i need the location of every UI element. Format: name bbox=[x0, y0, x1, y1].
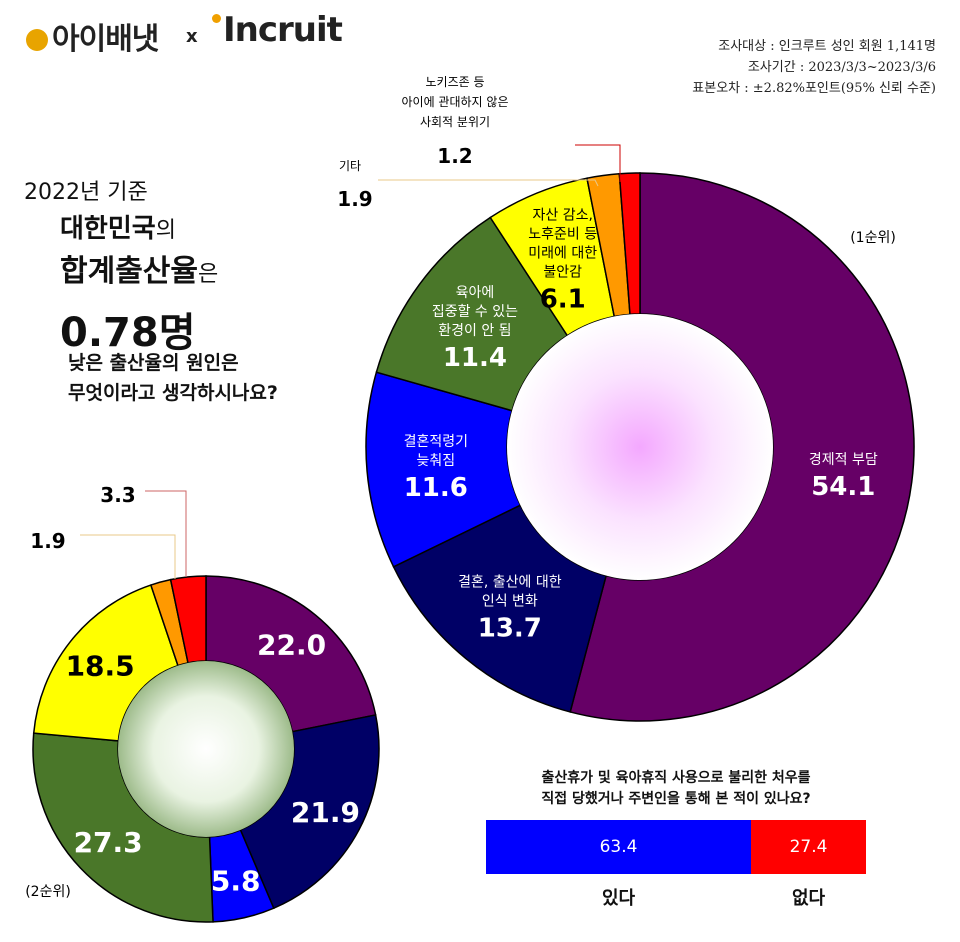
small-donut-value-2: 5.8 bbox=[211, 865, 261, 898]
callout-nokids-line2: 아이에 관대하지 않은 bbox=[402, 95, 509, 109]
logo-dot-icon bbox=[212, 14, 221, 23]
small-donut-hole bbox=[118, 661, 294, 837]
small-donut-labels: 22.0 21.9 5.8 27.3 18.5 bbox=[66, 629, 360, 898]
big-donut-value-0: 54.1 bbox=[811, 472, 875, 502]
logo-separator: x bbox=[186, 26, 198, 47]
big-donut-label-4-line-0: 자산 감소, bbox=[533, 207, 593, 223]
bar-question: 출산휴가 및 육아휴직 사용으로 불리한 처우를 직접 당했거나 주변인을 통해… bbox=[541, 770, 811, 807]
survey-info: 조사대상 : 인크루트 성인 회원 1,141명 조사기간 : 2023/3/3… bbox=[692, 36, 936, 99]
stacked-bar-chart: 63.4 있다 27.4 없다 bbox=[486, 0, 866, 942]
bar-segment-0: 63.4 bbox=[486, 820, 751, 874]
headline-year: 2022년 기준 bbox=[24, 180, 148, 205]
callout-leader-other bbox=[378, 179, 599, 187]
survey-error: 표본오차 : ±2.82%포인트(95% 신뢰 수준) bbox=[692, 81, 936, 96]
small-leader-1-9 bbox=[80, 534, 176, 579]
small-callout-1-9: 1.9 bbox=[30, 529, 65, 553]
small-donut-value-1: 21.9 bbox=[291, 796, 360, 829]
big-donut-label-4-line-3: 불안감 bbox=[543, 264, 582, 280]
big-donut-label-2-line-1: 늦춰짐 bbox=[416, 453, 455, 469]
big-donut-label-0-line-0: 경제적 부담 bbox=[809, 452, 878, 468]
small-chart-rank: (2순위) bbox=[25, 884, 71, 900]
big-donut-value-4: 6.1 bbox=[540, 284, 586, 314]
big-donut-value-3: 11.4 bbox=[443, 343, 507, 373]
small-donut-value-3: 27.3 bbox=[74, 826, 143, 859]
survey-period: 조사기간 : 2023/3/3~2023/3/6 bbox=[747, 60, 936, 75]
headline-question: 낮은 출산율의 원인은 무엇이라고 생각하시나요? bbox=[68, 352, 278, 404]
big-donut-label-3-line-1: 집중할 수 있는 bbox=[432, 304, 518, 320]
logo-mark-icon bbox=[26, 29, 48, 51]
headline-country: 대한민국의 bbox=[60, 214, 176, 244]
big-donut-label-3-line-2: 환경이 안 됨 bbox=[438, 323, 511, 339]
callout-nokids-value: 1.2 bbox=[437, 144, 472, 168]
small-leader-3-3 bbox=[145, 490, 187, 577]
iibaenet-logo: 아이배냇 bbox=[26, 14, 159, 58]
bar-segment-1: 27.4 bbox=[751, 820, 866, 874]
big-donut-hole bbox=[507, 314, 773, 580]
big-donut-label-3-line-0: 육아에 bbox=[456, 285, 495, 301]
big-donut-value-2: 11.6 bbox=[404, 473, 468, 503]
small-donut-value-0: 22.0 bbox=[257, 629, 326, 662]
big-chart-rank: (1순위) bbox=[850, 230, 896, 246]
headline-value: 0.78명 bbox=[60, 310, 196, 356]
small-callout-3-3: 3.3 bbox=[100, 483, 135, 507]
small-donut-slices bbox=[32, 575, 380, 923]
callout-nokids-line1: 노키즈존 등 bbox=[425, 75, 484, 89]
big-donut-label-4-line-1: 노후준비 등 bbox=[528, 226, 597, 242]
survey-target: 조사대상 : 인크루트 성인 회원 1,141명 bbox=[718, 39, 936, 54]
callout-other-label: 기타 bbox=[339, 159, 361, 173]
bar-category-0: 있다 bbox=[601, 888, 636, 909]
big-donut-label-2-line-0: 결혼적령기 bbox=[404, 434, 468, 450]
callout-leader-nokids bbox=[575, 144, 621, 182]
small-donut-value-4: 18.5 bbox=[66, 649, 135, 682]
big-donut-label-1-line-0: 결혼, 출산에 대한 bbox=[458, 575, 562, 591]
big-donut-value-1: 13.7 bbox=[478, 614, 542, 644]
callout-other-value: 1.9 bbox=[337, 187, 372, 211]
big-donut-slices bbox=[365, 172, 915, 722]
big-donut-label-1-line-1: 인식 변화 bbox=[482, 594, 538, 610]
incruit-logo: Incruit bbox=[212, 10, 343, 50]
bar-category-1: 없다 bbox=[791, 888, 826, 909]
callout-nokids-line3: 사회적 분위기 bbox=[420, 115, 490, 129]
big-donut-label-4-line-2: 미래에 대한 bbox=[528, 245, 597, 261]
headline-tfr: 합계출산율은 bbox=[60, 254, 219, 289]
